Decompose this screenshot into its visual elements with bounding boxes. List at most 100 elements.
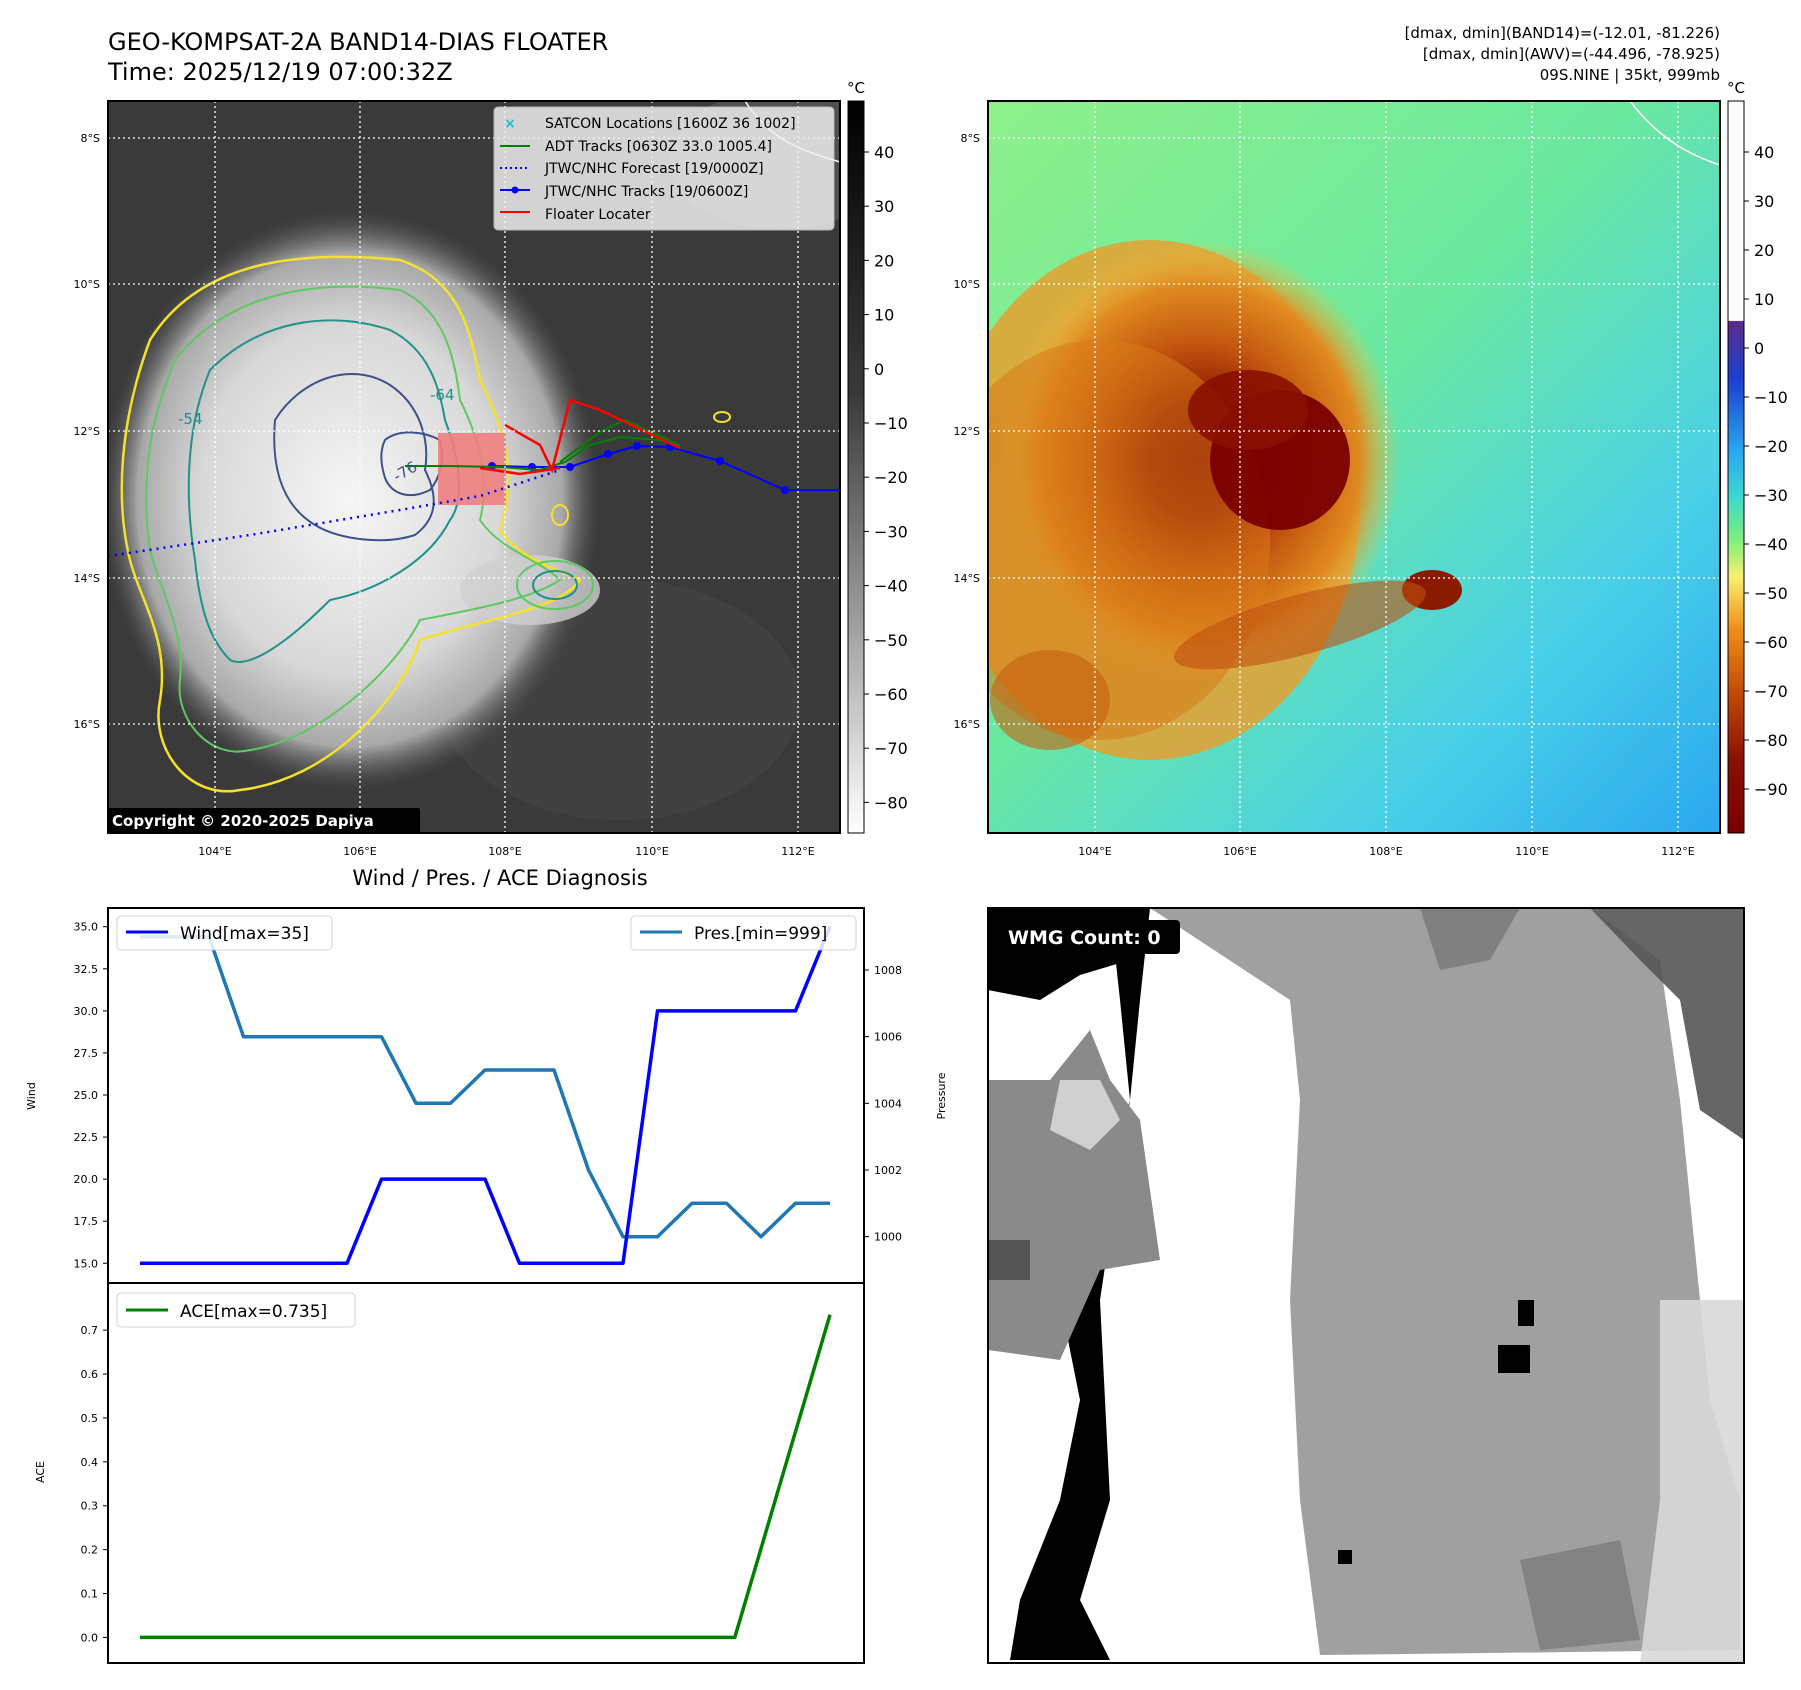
ir-lat-12: 12°S [74,425,100,438]
awv-colorbar-tick-label: −40 [1754,535,1788,554]
pressure-yticks: 1000 1002 1004 1006 1008 [864,964,902,1244]
contour-teal [187,319,460,663]
ace-ytick-label: 0.3 [81,1500,99,1513]
figure-time: Time: 2025/12/19 07:00:32Z [107,58,453,86]
wind-line [140,926,832,1266]
awv-lon-104: 104°E [1078,845,1111,858]
wind-ytick-label: 22.5 [74,1131,99,1144]
awv-colorbar-tick-label: −90 [1754,780,1788,799]
ace-line [140,1314,832,1640]
ace-legend-text: ACE[max=0.735] [180,1302,327,1322]
legend-floater: Floater Locater [545,207,651,223]
awv-lat-12: 12°S [954,425,980,438]
map-legend: × SATCON Locations [1600Z 36 1002] ADT T… [493,106,835,231]
wind-ytick-label: 32.5 [74,963,99,976]
awv-colorbar-tick-label: 20 [1754,241,1774,260]
ir-lat-8: 8°S [81,132,100,145]
ir-lat-16: 16°S [74,718,100,731]
figure-title: GEO-KOMPSAT-2A BAND14-DIAS FLOATER [108,28,608,56]
ir-lon-labels: 104°E 106°E 108°E 110°E 112°E [198,845,814,858]
ir-colorbar-tick-label: −60 [874,685,908,704]
ace-axis-label: ACE [34,1461,47,1483]
ir-lon-110: 110°E [635,845,668,858]
awv-colorbar-tick-label: −60 [1754,633,1788,652]
ir-storm-cloud [108,210,600,790]
ir-colorbar-tick-label: −30 [874,522,908,541]
awv-colorbar-tick-label: −70 [1754,682,1788,701]
contour-label-64: -64 [430,386,455,404]
awv-colorbar-tick-label: −20 [1754,437,1788,456]
ir-map-panel: -54 -64 -76 × SATCON Locations [1600Z 36… [74,79,908,858]
awv-lon-labels: 104°E 106°E 108°E 110°E 112°E [1078,845,1694,858]
pressure-legend: Pres.[min=999] [630,915,857,951]
diagnosis-lines [140,926,832,1640]
info-awv: [dmax, dmin](AWV)=(-44.496, -78.925) [1423,45,1720,63]
ir-lon-108: 108°E [488,845,521,858]
wind-ytick-label: 25.0 [74,1089,99,1102]
floater-box [438,433,506,505]
wind-axis-label: Wind [25,1082,38,1110]
ir-lon-112: 112°E [781,845,814,858]
awv-lat-10: 10°S [954,278,980,291]
ace-ytick-label: 0.7 [81,1324,99,1337]
legend-jtwc-tracks: JTWC/NHC Tracks [19/0600Z] [544,184,748,200]
pressure-ytick-label: 1002 [874,1164,902,1177]
wind-ytick-label: 35.0 [74,921,99,934]
awv-colorbar-tick-label: −50 [1754,584,1788,603]
wmg-left-gray [988,1030,1160,1360]
awv-lon-106: 106°E [1223,845,1256,858]
ace-ytick-label: 0.4 [81,1456,99,1469]
ir-lon-104: 104°E [198,845,231,858]
awv-lat-16: 16°S [954,718,980,731]
ir-colorbar-unit: °C [847,79,865,97]
ace-legend: ACE[max=0.735] [116,1292,356,1328]
awv-lat-14: 14°S [954,572,980,585]
diagnosis-panel: Wind / Pres. / ACE Diagnosis 15.0 17.5 20.… [25,866,948,1664]
awv-lon-110: 110°E [1515,845,1548,858]
ir-colorbar-ticks: 40 30 20 10 0 −10 −20 −30 −40 −50 −60 −70 −80 [864,143,908,812]
ir-lat-labels: 8°S 10°S 12°S 14°S 16°S [74,132,100,731]
legend-adt: ADT Tracks [0630Z 33.0 1005.4] [545,139,772,155]
awv-colorbar-ticks: 40 30 20 10 0 −10 −20 −30 −40 −50 −60 −70 −80 −90 [1744,143,1788,799]
ir-lon-106: 106°E [343,845,376,858]
info-storm: 09S.NINE | 35kt, 999mb [1540,66,1720,84]
pressure-axis-label: Pressure [935,1072,948,1119]
ace-ytick-label: 0.0 [81,1631,99,1644]
wind-legend-text: Wind[max=35] [180,924,309,944]
ir-colorbar-tick-label: −50 [874,631,908,650]
legend-forecast: JTWC/NHC Forecast [19/0000Z] [544,161,764,177]
diagnosis-title: Wind / Pres. / ACE Diagnosis [352,866,647,890]
awv-colorbar-unit: °C [1727,79,1745,97]
ir-lat-10: 10°S [74,278,100,291]
ir-colorbar-tick-label: −70 [874,739,908,758]
wind-ytick-label: 27.5 [74,1047,99,1060]
wind-legend: Wind[max=35] [116,915,333,951]
awv-colorbar-tick-label: 10 [1754,290,1774,309]
jtwc-forecast-line [108,468,561,558]
pressure-line [140,934,830,1239]
wmg-label-box [1000,920,1180,954]
ir-colorbar-tick-label: 30 [874,197,894,216]
ace-ytick-label: 0.2 [81,1544,99,1557]
awv-colorbar-tick-label: 40 [1754,143,1774,162]
contour-yellow [120,255,582,793]
ir-colorbar-tick-label: 0 [874,360,884,379]
pressure-ytick-label: 1008 [874,964,902,977]
pressure-ytick-label: 1000 [874,1231,902,1244]
ace-ytick-label: 0.1 [81,1588,99,1601]
ir-colorbar-tick-label: −10 [874,414,908,433]
awv-colorbar-tick-label: 0 [1754,339,1764,358]
ir-lat-14: 14°S [74,572,100,585]
contour-label-54: -54 [178,410,203,428]
contour-green [145,285,562,753]
awv-colorbar-tick-label: 30 [1754,192,1774,211]
ir-colorbar-tick-label: 10 [874,306,894,325]
copyright-text: Copyright © 2020-2025 Dapiya [112,812,374,830]
awv-map-panel: °C 403020100−10−20−30−40−50−60−70−80−90 … [954,79,1788,858]
wind-ytick-label: 20.0 [74,1173,99,1186]
ir-colorbar-tick-label: 20 [874,251,894,270]
ace-ytick-label: 0.6 [81,1368,99,1381]
wind-pres-axes [107,907,865,1284]
wind-ytick-label: 17.5 [74,1215,99,1228]
